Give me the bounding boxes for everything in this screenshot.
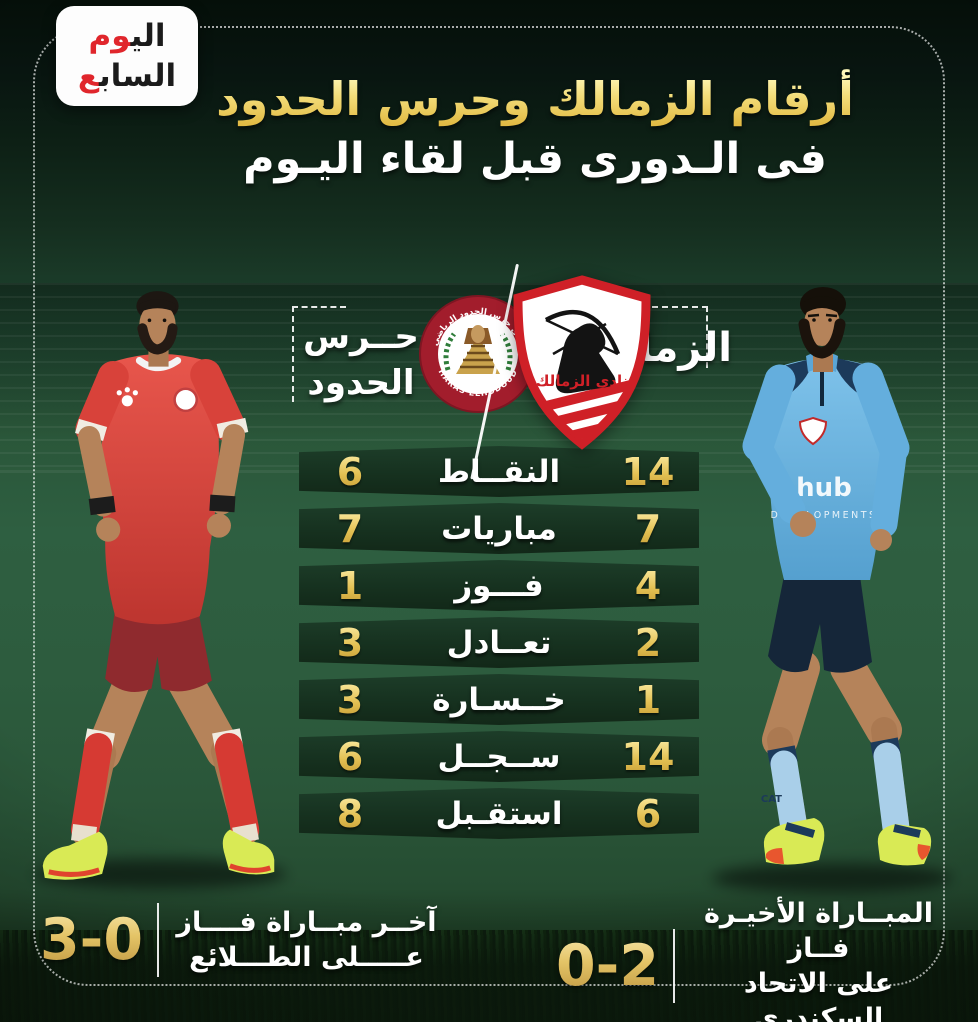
zamalek-last-match-panel: 0-2 المبــاراة الأخيـرة فــاز على الاتحا… [556, 896, 948, 1022]
zamalek-shirt-crest [798, 416, 828, 446]
zamalek-crest: نادى الزمالك [513, 275, 651, 450]
stat-value-zamalek: 14 [619, 735, 677, 779]
laurel-right [499, 332, 513, 371]
footer-divider [672, 929, 675, 1003]
haras-last-match-panel: 3-0 آخــر مبــاراة فــــاز عـــــلى الطـ… [40, 896, 440, 984]
zamalek-last-match-score: 0-2 [556, 922, 659, 1010]
stat-value-zamalek: 7 [619, 507, 677, 551]
haras-elhodoud-crest: نادي حرس الحدود الرياضي HARAS ELHODOUD [419, 295, 537, 413]
stat-row-points: 6 النقــاط 14 [299, 446, 699, 497]
youm7-logo-line2: السابع [77, 58, 177, 94]
stat-label: استقـبل [435, 795, 563, 832]
haras-name-bracket [292, 306, 346, 402]
haras-last-match-text: آخــر مبــاراة فــــاز عـــــلى الطـــلا… [176, 907, 437, 973]
stat-row-wins: 1 فـــوز 4 [299, 560, 699, 611]
crests-block: نادي حرس الحدود الرياضي HARAS ELHODOUD ن… [418, 263, 654, 480]
svg-text:DEVELOPMENTS: DEVELOPMENTS [770, 510, 877, 521]
pyramid [456, 336, 500, 374]
stats-table: 6 النقــاط 14 7 مباريات 7 1 فـــوز 4 3 ت… [299, 446, 699, 845]
stat-value-haras: 3 [321, 621, 379, 665]
team-name-haras: حــرس الحدود [303, 317, 419, 403]
svg-text:CAT: CAT [761, 794, 782, 805]
stat-value-haras: 7 [321, 507, 379, 551]
stat-value-zamalek: 2 [619, 621, 677, 665]
stat-value-haras: 1 [321, 564, 379, 608]
player-photo-zamalek: CAT hub DEVELOPMENTS [712, 287, 952, 893]
player-photo-haras [34, 291, 287, 889]
zamalek-last-match-text: المبــاراة الأخيـرة فــاز على الاتحاد ال… [703, 898, 934, 1022]
stat-value-haras: 8 [321, 792, 379, 836]
stat-label: تعــادل [446, 624, 552, 661]
stat-label: خــسـارة [432, 681, 566, 718]
stat-label: النقــاط [437, 453, 561, 490]
youm7-logo: اليوم السابع [56, 6, 198, 106]
footer-divider [156, 903, 159, 977]
stat-value-haras: 3 [321, 678, 379, 722]
stat-value-zamalek: 6 [619, 792, 677, 836]
youm7-logo-line1: اليوم [88, 18, 166, 54]
stat-row-draws: 3 تعــادل 2 [299, 617, 699, 668]
haras-shirt-crest [173, 387, 199, 413]
stat-row-matches: 7 مباريات 7 [299, 503, 699, 554]
stat-row-goals-against: 8 استقـبل 6 [299, 788, 699, 839]
stat-value-zamalek: 4 [619, 564, 677, 608]
sponsor-text: hub [796, 473, 852, 503]
zamalek-name-bracket [652, 306, 708, 368]
archer-bow [544, 309, 621, 355]
stat-label: ســجــل [437, 738, 561, 775]
archer-body [555, 323, 616, 394]
stat-value-zamalek: 14 [619, 450, 677, 494]
stat-value-haras: 6 [321, 735, 379, 779]
title-block: أرقام الزمالك وحرس الحدود فى الـدورى قبل… [120, 68, 950, 188]
laurel-left [443, 332, 457, 371]
page-subtitle: فى الـدورى قبل لقاء اليـوم [243, 134, 827, 184]
svg-text:نادى الزمالك: نادى الزمالك [536, 372, 629, 390]
stat-value-zamalek: 1 [619, 678, 677, 722]
grass-texture [0, 930, 978, 1022]
stat-label: مباريات [441, 510, 557, 547]
sphinx-face [471, 325, 485, 343]
stat-label: فـــوز [454, 567, 544, 604]
paw-print-logo [116, 387, 138, 407]
stat-row-goals-for: 6 ســجــل 14 [299, 731, 699, 782]
page-title: أرقام الزمالك وحرس الحدود [120, 68, 950, 130]
stat-row-losses: 3 خــسـارة 1 [299, 674, 699, 725]
stat-value-haras: 6 [321, 450, 379, 494]
haras-last-match-score: 3-0 [40, 896, 143, 984]
